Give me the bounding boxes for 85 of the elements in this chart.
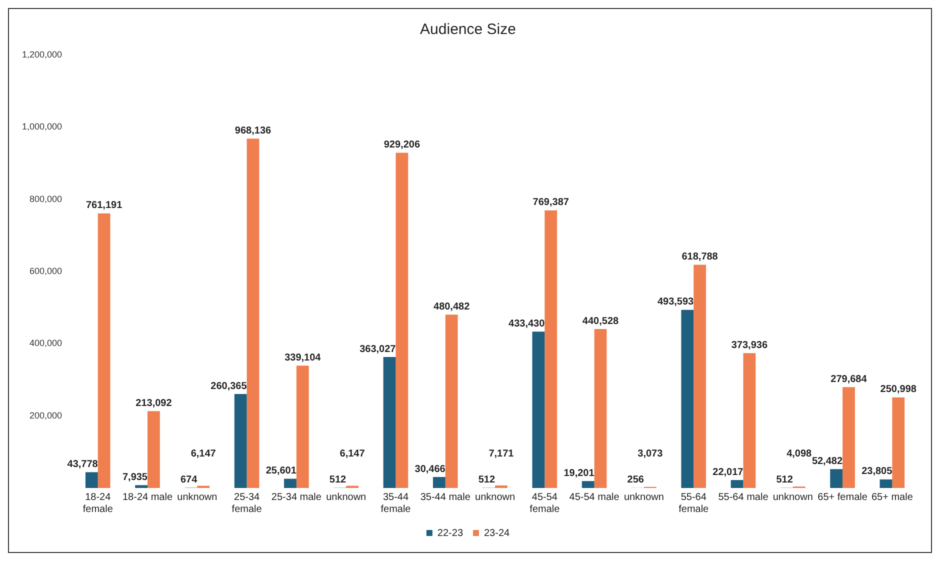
data-label: 6,147 — [190, 448, 216, 460]
bar — [234, 394, 247, 488]
x-tick-label: 65+ female — [818, 492, 868, 503]
y-tick-label: 800,000 — [29, 194, 62, 204]
bar — [383, 357, 396, 488]
bar — [296, 366, 309, 488]
data-label: 493,593 — [657, 296, 694, 308]
data-label: 52,482 — [812, 456, 843, 467]
x-tick-label: 18-24 female — [82, 492, 114, 515]
bar — [432, 477, 446, 488]
data-label: 6,147 — [340, 448, 366, 460]
data-label: 23,805 — [862, 466, 893, 478]
chart-title: Audience Size — [420, 21, 516, 38]
bar — [842, 387, 855, 488]
data-label: 512 — [776, 474, 794, 486]
data-label: 618,788 — [682, 251, 718, 262]
bar — [98, 213, 110, 488]
x-tick-label: unknown — [326, 492, 366, 503]
x-tick-label: 55-64 female — [678, 492, 710, 515]
bar — [694, 264, 706, 488]
x-tick-label: unknown — [624, 492, 664, 503]
x-tick-label: 45-54 male — [569, 492, 620, 503]
bar — [880, 479, 892, 488]
data-label: 250,998 — [880, 384, 917, 396]
data-label: 256 — [627, 474, 644, 486]
y-tick-label: 600,000 — [29, 266, 62, 276]
data-label: 968,136 — [234, 125, 272, 136]
bar — [135, 485, 148, 488]
data-label: 433,430 — [508, 318, 546, 330]
data-label: 929,206 — [384, 139, 420, 150]
data-label: 3,073 — [638, 448, 664, 460]
data-label: 4,098 — [786, 448, 812, 460]
bar — [892, 397, 905, 488]
x-tick-label: 55-64 male — [718, 492, 769, 503]
data-label: 761,191 — [86, 200, 123, 212]
data-label: 339,104 — [284, 352, 322, 364]
x-tick-label: 45-54 female — [530, 492, 560, 515]
x-tick-label: 18-24 male — [122, 492, 173, 503]
y-tick-label: 1,200,000 — [22, 49, 62, 60]
bar — [284, 478, 296, 488]
data-label: 279,684 — [830, 374, 868, 385]
bar — [743, 353, 756, 488]
data-label: 7,935 — [122, 472, 148, 483]
x-tick-label: 25-34 female — [232, 492, 262, 515]
legend-label: 23-24 — [484, 528, 510, 539]
bar — [396, 152, 408, 488]
data-label: 22,017 — [712, 466, 744, 478]
data-label: 260,365 — [210, 380, 248, 392]
bar — [148, 411, 160, 488]
data-label: 19,201 — [564, 468, 595, 479]
bar — [532, 332, 545, 488]
x-tick-label: 35-44 male — [420, 492, 471, 503]
bar — [495, 485, 508, 488]
y-tick-label: 200,000 — [29, 410, 62, 420]
y-tick-label: 1,000,000 — [22, 122, 62, 132]
bar — [681, 310, 694, 488]
data-label: 43,778 — [67, 458, 98, 470]
bar — [594, 329, 607, 488]
bar — [730, 480, 744, 488]
data-label: 512 — [478, 474, 496, 486]
data-label: 30,466 — [414, 464, 446, 475]
x-tick-label: unknown — [475, 492, 516, 503]
x-tick-label: 25-34 male — [271, 492, 322, 503]
x-tick-label: 35-44 female — [380, 492, 412, 515]
bar — [582, 481, 594, 488]
data-label: 674 — [180, 474, 198, 486]
bar — [830, 469, 843, 488]
data-label: 213,092 — [136, 398, 172, 409]
data-label: 25,601 — [266, 466, 297, 477]
y-tick-label: 400,000 — [29, 338, 62, 348]
x-tick-label: unknown — [177, 492, 218, 503]
x-tick-label: 65+ male — [871, 492, 914, 503]
bar — [246, 138, 260, 488]
bar — [544, 210, 558, 488]
data-label: 440,528 — [582, 316, 620, 327]
data-label: 512 — [329, 474, 347, 486]
data-label: 480,482 — [434, 301, 470, 312]
data-label: 769,387 — [532, 197, 570, 208]
bar — [445, 314, 458, 488]
data-label: 7,171 — [488, 448, 514, 460]
bar — [85, 472, 98, 488]
data-label: 373,936 — [731, 340, 768, 351]
x-tick-label: unknown — [772, 492, 813, 503]
data-label: 363,027 — [360, 344, 396, 355]
legend-label: 22-23 — [437, 528, 464, 539]
